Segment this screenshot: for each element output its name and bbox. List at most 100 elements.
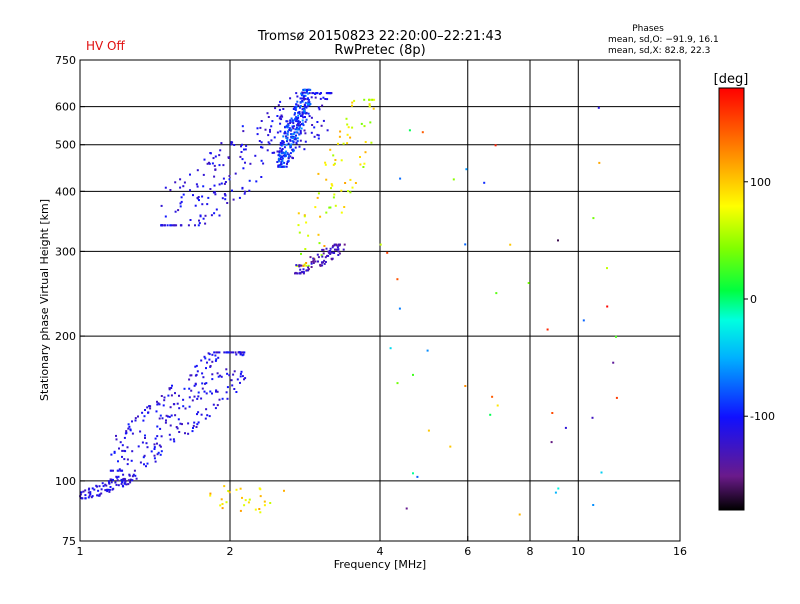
echo-point (230, 351, 233, 354)
echo-point (592, 217, 595, 220)
echo-point (303, 105, 306, 108)
echo-point (317, 256, 320, 259)
echo-point (282, 154, 285, 157)
echo-point (266, 149, 269, 152)
echo-point (213, 351, 216, 354)
echo-point (262, 162, 265, 165)
echo-point (108, 481, 110, 484)
echo-point (349, 136, 352, 139)
echo-point (292, 157, 294, 160)
echo-point (231, 189, 233, 192)
echo-point (295, 120, 298, 123)
echo-point (279, 122, 282, 125)
echo-point (196, 397, 199, 400)
echo-point (295, 142, 298, 145)
echo-point (194, 383, 197, 386)
echo-point (123, 449, 126, 452)
echo-point (294, 112, 296, 115)
echo-point (168, 433, 171, 436)
echo-point (354, 182, 357, 184)
echo-point (123, 478, 126, 481)
echo-point (298, 145, 301, 148)
echo-point (147, 411, 150, 414)
y-tick-label: 100 (55, 475, 76, 488)
echo-point (120, 478, 123, 481)
echo-point (169, 189, 172, 191)
x-axis-label: Frequency [MHz] (334, 558, 426, 571)
echo-point (241, 186, 244, 189)
echo-point (310, 261, 313, 263)
echo-point (290, 143, 293, 146)
echo-point (322, 119, 325, 122)
echo-point (321, 255, 324, 258)
echo-point (351, 126, 354, 129)
echo-point (215, 208, 218, 211)
echo-point (289, 139, 292, 142)
echo-point (166, 224, 169, 227)
y-tick-label: 300 (55, 245, 76, 258)
echo-point (289, 119, 292, 122)
echo-point (288, 127, 291, 130)
echo-point (258, 487, 261, 490)
echo-point (259, 126, 262, 129)
echo-point (143, 415, 146, 418)
echo-point (183, 387, 186, 390)
echo-point (319, 215, 322, 218)
echo-point (308, 115, 311, 118)
echo-point (204, 214, 207, 217)
echo-point (96, 494, 99, 497)
echo-point (188, 405, 191, 408)
echo-point (494, 144, 497, 147)
echo-point (287, 155, 290, 158)
echo-point (121, 481, 124, 484)
echo-point (182, 193, 185, 196)
echo-point (247, 501, 250, 504)
echo-point (324, 98, 327, 100)
echo-point (303, 110, 306, 113)
echo-point (110, 453, 113, 456)
echo-point (289, 144, 292, 147)
echo-point (591, 416, 594, 419)
echo-point (156, 425, 159, 428)
echo-point (294, 272, 296, 275)
echo-point (198, 199, 200, 202)
echo-point (187, 224, 190, 227)
echo-point (329, 148, 332, 151)
echo-point (228, 374, 231, 377)
echo-point (79, 493, 82, 496)
echo-point (156, 453, 159, 456)
echo-point (306, 88, 309, 91)
echo-point (172, 438, 175, 441)
echo-point (139, 430, 142, 433)
echo-point (289, 152, 292, 155)
echo-point (179, 205, 182, 208)
echo-point (294, 128, 297, 131)
echo-point (226, 386, 229, 389)
echo-point (162, 404, 165, 407)
echo-point (226, 397, 229, 400)
echo-point (301, 94, 303, 97)
echo-point (248, 498, 251, 501)
echo-point (278, 157, 280, 160)
echo-point (296, 272, 299, 275)
echo-point (299, 132, 302, 135)
echo-point (273, 136, 276, 139)
echo-point (399, 177, 402, 180)
echo-point (321, 248, 324, 251)
echo-point (340, 211, 343, 214)
echo-point (228, 491, 231, 494)
echo-point (192, 194, 194, 197)
echo-point (188, 378, 191, 381)
echo-point (249, 162, 252, 165)
echo-point (606, 267, 608, 270)
echo-point (239, 509, 242, 512)
chart-subtitle: RwPretec (8p) (334, 43, 425, 58)
echo-point (264, 128, 267, 131)
echo-point (115, 434, 117, 437)
echo-point (294, 108, 297, 111)
echo-point (279, 154, 282, 157)
x-tick-label: 16 (673, 545, 687, 558)
echo-point (225, 501, 228, 504)
echo-point (209, 390, 212, 393)
echo-point (211, 353, 214, 356)
